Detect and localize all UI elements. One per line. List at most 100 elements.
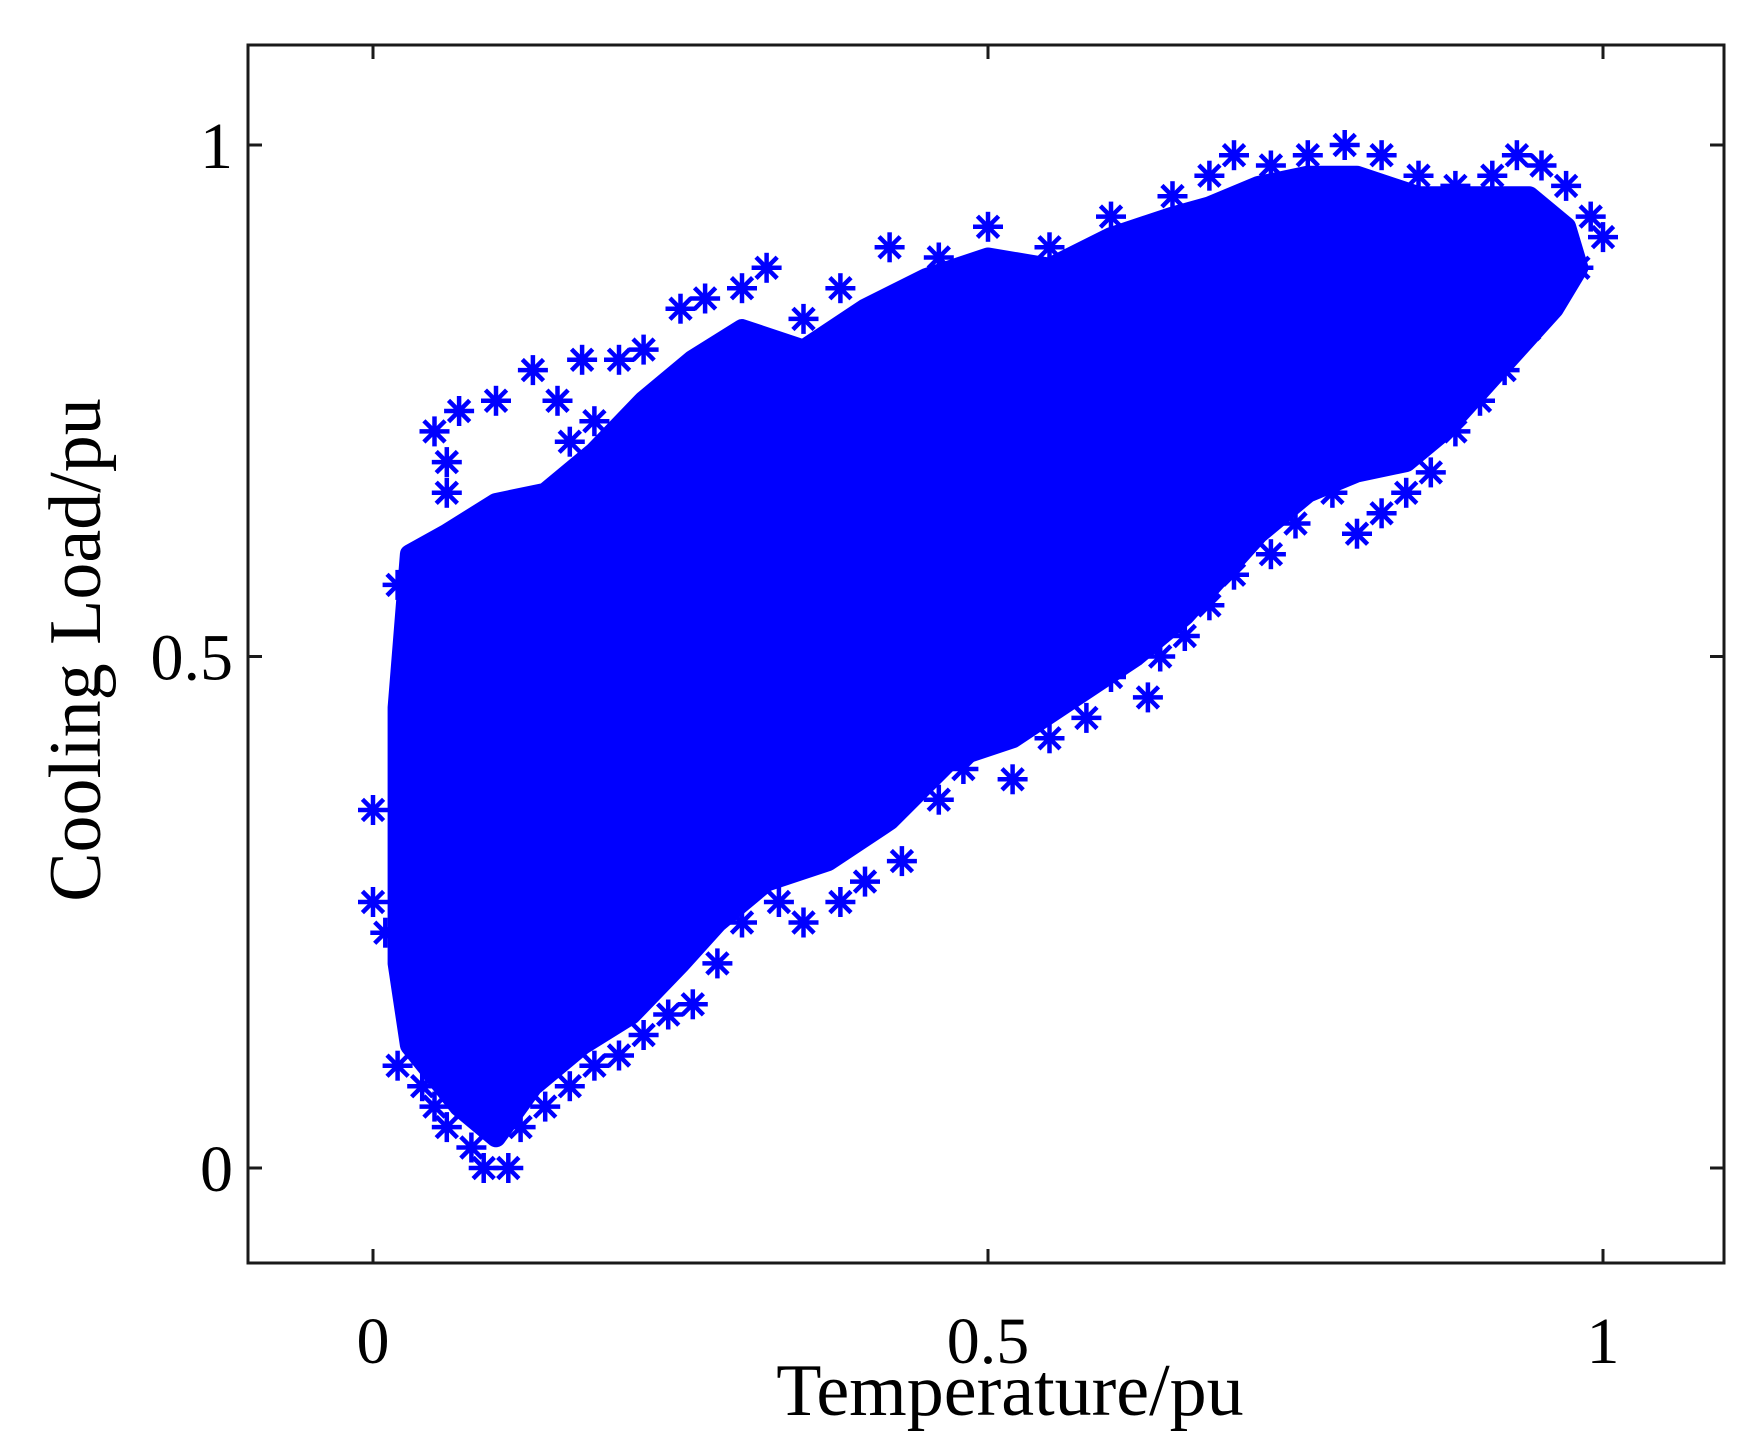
data-point: [1169, 621, 1200, 651]
data-point: [444, 396, 475, 426]
data-point: [358, 887, 388, 917]
data-point: [1465, 385, 1495, 416]
data-point: [702, 948, 733, 979]
data-point: [604, 1040, 634, 1071]
data-point: [1255, 150, 1286, 181]
data-point: [923, 784, 954, 815]
data-point: [468, 1153, 499, 1183]
data-point: [1194, 160, 1225, 191]
data-point: [370, 917, 401, 948]
x-tick-label: 0.5: [947, 1305, 1030, 1378]
data-point: [456, 1132, 487, 1163]
x-tick-label: 1: [1587, 1305, 1620, 1378]
point-cloud-body: [387, 165, 1589, 1148]
data-point: [1391, 477, 1422, 508]
data-point: [431, 477, 462, 508]
data-point: [997, 764, 1028, 795]
data-point: [1514, 314, 1545, 345]
data-point: [923, 242, 954, 273]
data-point: [382, 569, 413, 600]
data-point: [653, 999, 684, 1030]
data-point: [419, 416, 450, 447]
data-point: [517, 355, 548, 386]
data-point: [542, 385, 573, 416]
data-point: [1342, 518, 1372, 549]
data-point: [1440, 416, 1471, 447]
data-point: [407, 1071, 438, 1102]
data-point: [850, 866, 880, 897]
data-point: [419, 1091, 450, 1122]
y-tick-label: 0.5: [151, 622, 234, 695]
data-point: [1501, 140, 1532, 171]
data-point: [1157, 181, 1188, 212]
point-cloud: [387, 165, 1589, 1148]
data-point: [886, 846, 917, 877]
y-axis-label: Cooling Load/pu: [35, 398, 117, 902]
data-point: [1096, 662, 1126, 692]
data-point: [1526, 150, 1557, 181]
data-point: [665, 293, 696, 324]
data-point: [554, 426, 585, 457]
data-point: [1477, 160, 1508, 191]
data-point: [628, 1020, 659, 1050]
data-point: [825, 887, 856, 917]
data-point: [1034, 723, 1065, 754]
data-point: [1219, 559, 1249, 590]
data-point: [788, 303, 819, 334]
data-point: [1145, 641, 1176, 672]
data-point: [727, 907, 757, 938]
data-point: [1219, 140, 1249, 171]
data-point: [1489, 355, 1520, 386]
y-tick-label: 0: [200, 1133, 233, 1206]
data-point: [788, 907, 819, 938]
data-point: [1096, 201, 1126, 232]
data-point: [1292, 140, 1323, 171]
axis-ticks: 0 0.5 1 0 0.5 1: [151, 45, 1724, 1378]
x-tick-label: 0: [357, 1305, 390, 1378]
data-point: [677, 989, 708, 1020]
data-point: [493, 1153, 524, 1183]
data-point: [1366, 498, 1397, 529]
data-point: [382, 1050, 413, 1081]
data-point: [394, 846, 425, 877]
axes-frame: [246, 43, 1726, 1265]
data-point: [604, 344, 634, 375]
data-point: [948, 754, 979, 784]
data-point: [431, 447, 462, 478]
data-point: [825, 273, 856, 304]
data-point: [1280, 508, 1311, 539]
data-point: [567, 344, 598, 375]
data-point: [1440, 170, 1471, 201]
data-point: [690, 283, 721, 314]
data-point: [530, 1091, 561, 1122]
data-point: [1551, 170, 1582, 201]
data-point: [1132, 682, 1163, 713]
data-point: [579, 1050, 610, 1081]
data-point: [727, 273, 757, 304]
data-point: [1034, 232, 1065, 263]
data-point: [628, 334, 659, 365]
data-point: [1415, 457, 1446, 488]
data-point: [481, 385, 511, 416]
data-points: [358, 130, 1618, 1183]
x-axis-label: Temperature/pu: [776, 1350, 1243, 1432]
data-point: [1575, 201, 1606, 232]
data-point: [394, 692, 425, 723]
data-point: [1403, 160, 1434, 191]
data-point: [1563, 252, 1594, 283]
data-point: [554, 1071, 585, 1102]
data-point: [874, 232, 905, 263]
data-point: [973, 211, 1003, 242]
data-point: [579, 406, 610, 437]
data-point: [1255, 539, 1286, 570]
y-tick-label: 1: [200, 110, 233, 183]
data-point: [763, 887, 794, 917]
data-point: [505, 1112, 536, 1143]
data-point: [358, 795, 388, 825]
data-point: [1329, 130, 1360, 160]
data-point: [1317, 477, 1348, 508]
data-point: [1538, 283, 1569, 314]
data-point: [1366, 140, 1397, 171]
data-point: [751, 252, 782, 283]
